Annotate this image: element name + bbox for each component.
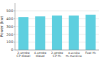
x-tick-label: 2-strokeCP diesel bbox=[17, 51, 31, 58]
x-tick-label: 4-strokeH₂ Rankine bbox=[66, 51, 82, 58]
bar bbox=[69, 16, 79, 50]
y-tick-label: 200 bbox=[6, 33, 14, 37]
y-axis bbox=[15, 3, 16, 50]
x-tick-label: 4-strokediesel bbox=[34, 51, 46, 58]
y-tick bbox=[14, 34, 15, 35]
y-tick-label: 500 bbox=[6, 9, 14, 13]
bar bbox=[35, 16, 45, 50]
y-tick bbox=[14, 10, 15, 11]
y-tick bbox=[14, 26, 15, 27]
bar bbox=[86, 15, 96, 50]
bar bbox=[52, 16, 62, 50]
x-tick-label: Fuel H₂ bbox=[85, 51, 96, 55]
y-tick bbox=[14, 42, 15, 43]
chart: 0 100 200 300 400 500Power (kw) 2-strokeCP die… bbox=[0, 0, 100, 59]
x-tick-label: 2-strokeCP H₂ bbox=[51, 51, 63, 58]
y-tick-label: 400 bbox=[6, 17, 14, 21]
y-tick-label: 100 bbox=[6, 40, 14, 44]
bar bbox=[18, 17, 28, 50]
y-tick bbox=[14, 18, 15, 19]
grid-line bbox=[15, 10, 99, 11]
y-tick-label: 0 bbox=[11, 48, 14, 52]
y-tick-label: 300 bbox=[6, 25, 14, 29]
y-tick bbox=[14, 50, 15, 51]
y-axis-label: Power (kw) bbox=[0, 16, 4, 37]
